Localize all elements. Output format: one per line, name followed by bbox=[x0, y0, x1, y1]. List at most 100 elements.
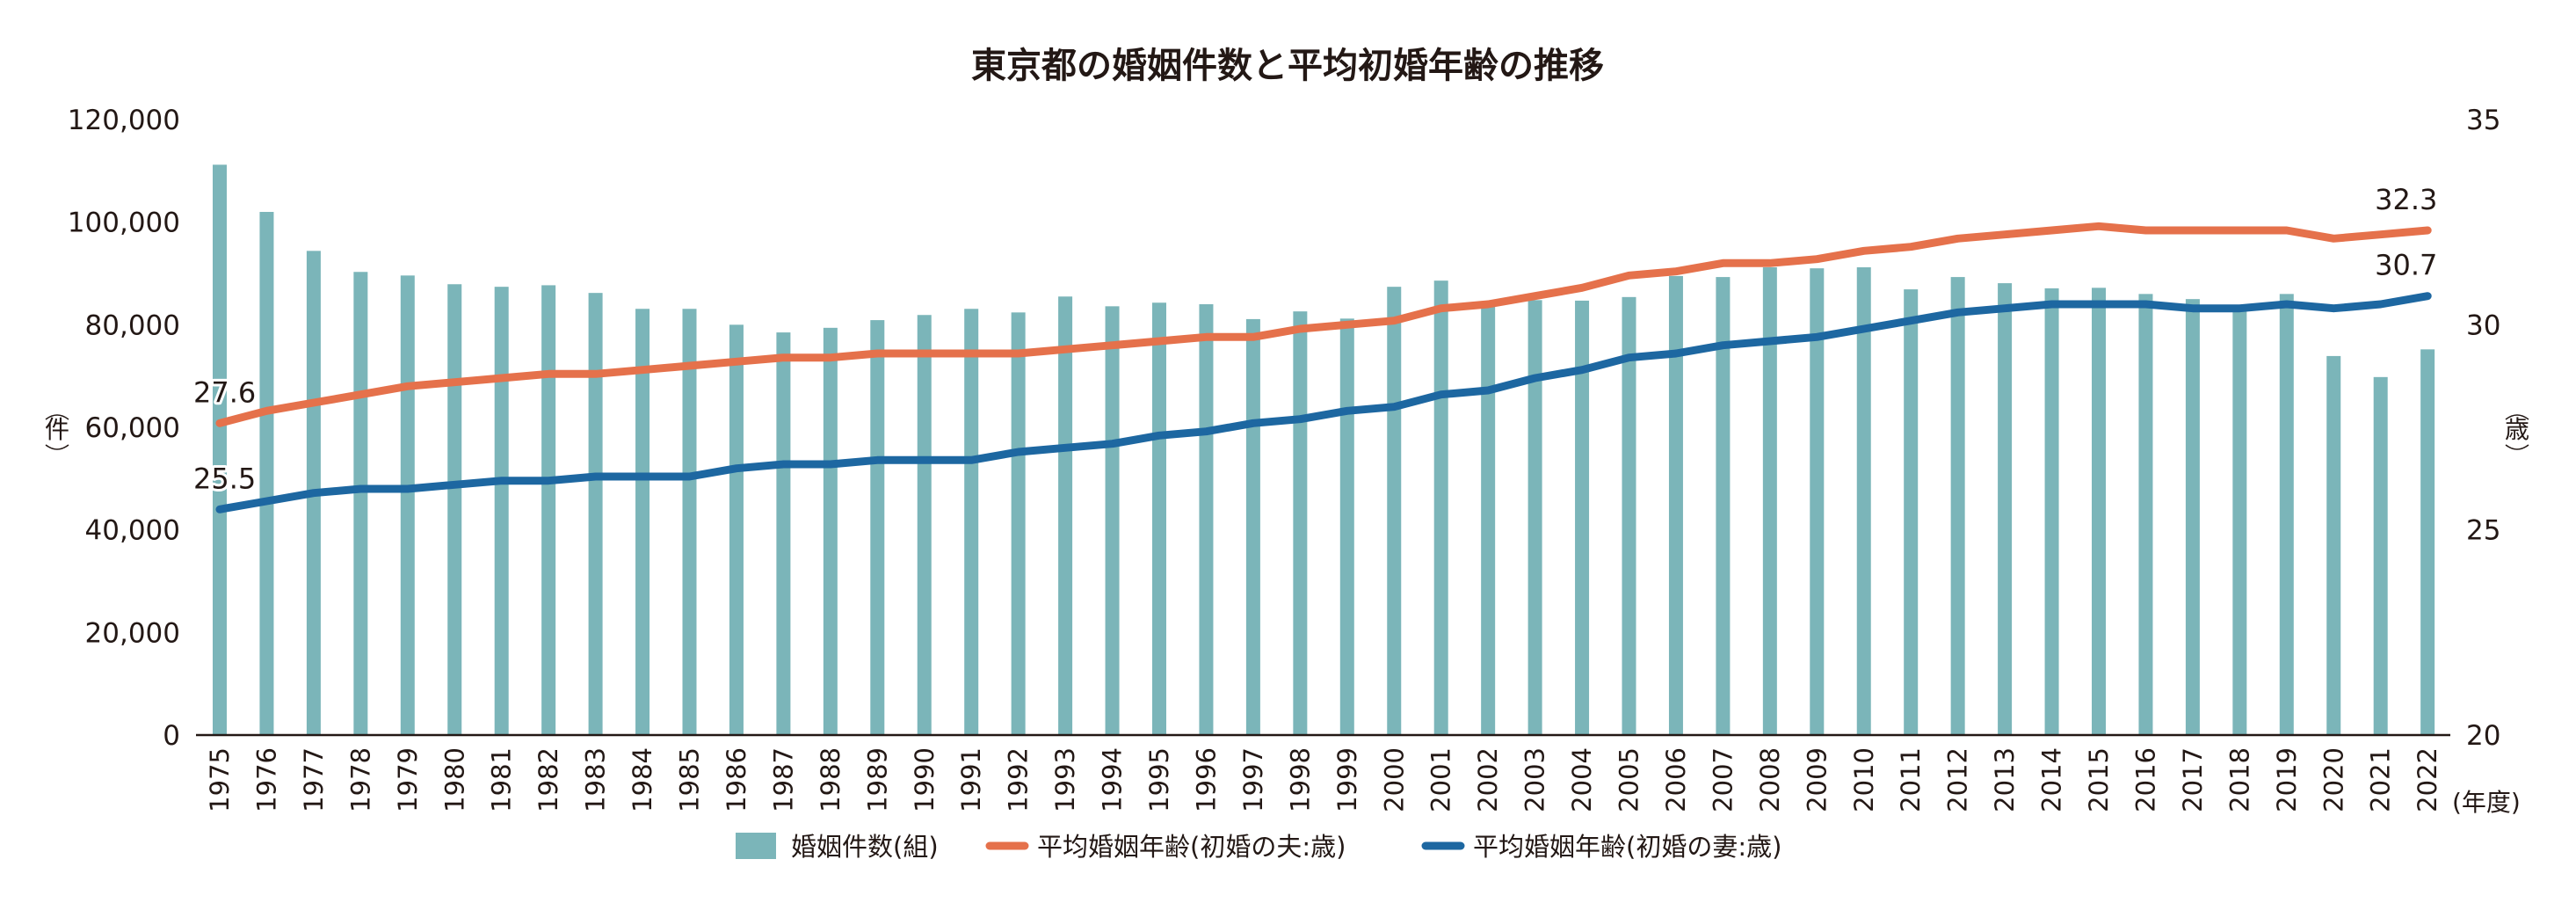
x-tick-label: 2017 bbox=[2178, 747, 2208, 812]
y-axis-right-unit-arc-top bbox=[2505, 414, 2529, 420]
bar-1981 bbox=[494, 287, 509, 735]
bar-2008 bbox=[1762, 267, 1777, 735]
bar-2013 bbox=[1998, 283, 2013, 735]
x-tick-label: 1988 bbox=[816, 747, 845, 812]
y-right-tick-label: 35 bbox=[2466, 105, 2500, 136]
bar-1991 bbox=[964, 309, 979, 735]
line-husband-age bbox=[215, 222, 2432, 427]
x-tick-label: 1998 bbox=[1285, 747, 1315, 812]
data-label-husband-2022: 32.3 bbox=[2375, 183, 2437, 216]
bar-1990 bbox=[917, 315, 932, 735]
bar-1980 bbox=[447, 284, 462, 735]
x-axis-unit: (年度) bbox=[2452, 788, 2521, 817]
legend-label-husband: 平均婚姻年齢(初婚の夫:歳) bbox=[1037, 832, 1346, 862]
bar-2018 bbox=[2232, 309, 2247, 735]
x-tick-label: 1997 bbox=[1238, 747, 1268, 812]
x-tick-label: 1999 bbox=[1332, 747, 1362, 812]
x-tick-label: 2016 bbox=[2130, 747, 2160, 812]
bar-2014 bbox=[2044, 288, 2059, 735]
line-wife-age bbox=[215, 292, 2432, 513]
y-right-tick-label: 25 bbox=[2466, 515, 2500, 547]
bar-1996 bbox=[1199, 304, 1214, 735]
x-tick-label: 1992 bbox=[1004, 747, 1034, 812]
x-tick-label: 2009 bbox=[1802, 747, 1832, 812]
y-right-tick-label: 30 bbox=[2466, 309, 2500, 341]
data-label-wife-2022: 30.7 bbox=[2375, 249, 2437, 282]
bar-2019 bbox=[2279, 294, 2294, 735]
x-tick-label: 1987 bbox=[768, 747, 798, 812]
bar-1994 bbox=[1105, 306, 1120, 735]
bar-2015 bbox=[2092, 288, 2106, 735]
legend-swatch-marriages bbox=[736, 833, 776, 859]
y-axis-right: 20 25 30 35 bbox=[2466, 105, 2500, 752]
x-tick-label: 1978 bbox=[345, 747, 375, 812]
x-tick-label: 2019 bbox=[2272, 747, 2302, 812]
x-tick-label: 2020 bbox=[2318, 747, 2348, 812]
x-tick-label: 1980 bbox=[439, 747, 469, 812]
x-tick-label: 2008 bbox=[1755, 747, 1785, 812]
x-tick-label: 1977 bbox=[299, 747, 329, 812]
x-tick-label: 2012 bbox=[1943, 747, 1973, 812]
x-tick-label: 1989 bbox=[862, 747, 892, 812]
y-axis-right-unit: 歳 bbox=[2505, 415, 2529, 444]
chart-title: 東京都の婚姻件数と平均初婚年齢の推移 bbox=[971, 46, 1604, 86]
bar-2009 bbox=[1810, 268, 1825, 736]
x-tick-label: 2006 bbox=[1661, 747, 1691, 812]
x-tick-label: 2000 bbox=[1379, 747, 1409, 812]
x-tick-label: 2018 bbox=[2224, 747, 2254, 812]
bar-1998 bbox=[1293, 311, 1308, 735]
bar-2004 bbox=[1575, 300, 1590, 735]
bar-1976 bbox=[259, 212, 274, 735]
y-axis-left-unit-arc-bottom bbox=[45, 444, 69, 450]
bar-2021 bbox=[2373, 376, 2388, 735]
bar-2001 bbox=[1433, 280, 1448, 736]
bar-2010 bbox=[1856, 267, 1871, 735]
x-tick-label: 1990 bbox=[910, 747, 940, 812]
legend: 婚姻件数(組) 平均婚姻年齢(初婚の夫:歳) 平均婚姻年齢(初婚の妻:歳) bbox=[736, 832, 1781, 862]
y-left-tick-label: 120,000 bbox=[68, 105, 180, 136]
x-tick-label: 1985 bbox=[675, 747, 705, 812]
x-tick-label: 2014 bbox=[2037, 747, 2067, 812]
x-tick-label: 2021 bbox=[2366, 747, 2396, 812]
y-axis-right-unit-arc-bottom bbox=[2505, 444, 2529, 450]
bar-2002 bbox=[1481, 304, 1496, 735]
bar-1982 bbox=[541, 285, 556, 735]
annotations-group: 27.6 25.5 32.3 30.7 bbox=[191, 180, 2440, 498]
y-axis-left: 0 20,000 40,000 60,000 80,000 100,000 120,000 bbox=[68, 105, 180, 752]
x-tick-label: 1993 bbox=[1050, 747, 1080, 812]
bar-1983 bbox=[588, 293, 603, 735]
bar-2022 bbox=[2420, 349, 2435, 735]
bars-group bbox=[213, 164, 2435, 736]
x-tick-label: 1995 bbox=[1144, 747, 1174, 812]
x-tick-label: 2002 bbox=[1473, 747, 1503, 812]
x-tick-label: 2005 bbox=[1615, 747, 1644, 812]
y-left-tick-label: 80,000 bbox=[85, 309, 180, 341]
bar-1989 bbox=[870, 320, 885, 735]
bar-1985 bbox=[682, 309, 697, 735]
x-tick-label: 2007 bbox=[1708, 747, 1738, 812]
x-tick-label: 1983 bbox=[581, 747, 611, 812]
bar-2000 bbox=[1387, 287, 1402, 735]
x-tick-label: 1979 bbox=[393, 747, 423, 812]
y-right-tick-label: 20 bbox=[2466, 720, 2500, 752]
bar-2020 bbox=[2326, 355, 2341, 735]
x-tick-label: 2010 bbox=[1849, 747, 1879, 812]
bar-2003 bbox=[1527, 300, 1542, 735]
y-axis-left-unit-arc-top bbox=[45, 414, 69, 420]
legend-label-wife: 平均婚姻年齢(初婚の妻:歳) bbox=[1473, 832, 1781, 862]
bar-1987 bbox=[776, 332, 791, 735]
y-left-tick-label: 100,000 bbox=[68, 208, 180, 239]
x-tick-label: 1991 bbox=[956, 747, 986, 812]
bar-2006 bbox=[1668, 275, 1683, 736]
lines-group bbox=[215, 222, 2432, 513]
bar-2017 bbox=[2185, 299, 2200, 735]
y-left-tick-label: 60,000 bbox=[85, 412, 180, 444]
x-tick-label: 2022 bbox=[2413, 747, 2442, 812]
x-tick-label: 1994 bbox=[1098, 747, 1128, 812]
x-tick-label: 2004 bbox=[1567, 747, 1597, 812]
bar-1999 bbox=[1339, 318, 1354, 735]
y-left-tick-label: 40,000 bbox=[85, 515, 180, 547]
x-tick-label: 1986 bbox=[722, 747, 751, 812]
bar-1997 bbox=[1245, 318, 1260, 735]
